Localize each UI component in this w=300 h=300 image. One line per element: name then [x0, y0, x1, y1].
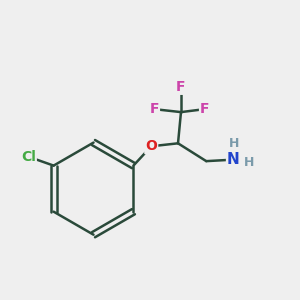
Text: H: H [229, 137, 240, 150]
Text: F: F [149, 102, 159, 116]
Text: O: O [145, 139, 157, 153]
Text: F: F [200, 102, 209, 116]
Text: F: F [176, 80, 186, 94]
Text: N: N [226, 152, 239, 167]
Text: H: H [244, 156, 254, 169]
Text: Cl: Cl [21, 150, 36, 164]
